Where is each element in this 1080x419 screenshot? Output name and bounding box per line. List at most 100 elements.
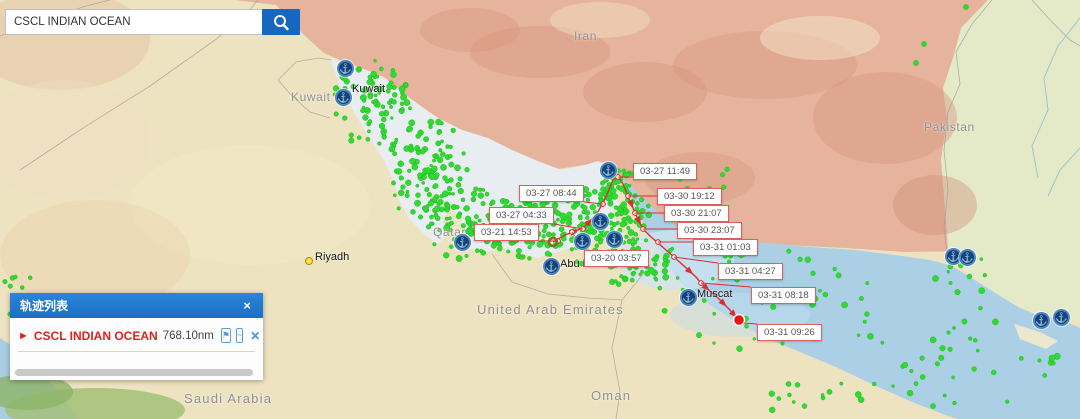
ship-dot[interactable]: [415, 133, 421, 139]
ship-dot[interactable]: [992, 318, 999, 326]
ship-dot[interactable]: [921, 41, 927, 47]
ship-dot[interactable]: [380, 104, 386, 109]
ship-dot[interactable]: [414, 199, 421, 207]
ship-dot[interactable]: [862, 319, 867, 324]
ship-dot[interactable]: [470, 190, 477, 197]
ship-dot[interactable]: [632, 239, 638, 245]
ship-dot[interactable]: [975, 348, 980, 353]
ship-dot[interactable]: [1037, 358, 1042, 363]
ship-dot[interactable]: [398, 85, 406, 93]
ship-dot[interactable]: [427, 200, 434, 207]
vessel-cluster-icon[interactable]: ⚓: [543, 258, 560, 275]
ship-dot[interactable]: [465, 220, 470, 225]
ship-dot[interactable]: [432, 242, 437, 247]
ship-dot[interactable]: [615, 220, 620, 225]
ship-dot[interactable]: [348, 137, 355, 144]
ship-dot[interactable]: [357, 66, 362, 71]
ship-dot[interactable]: [373, 59, 377, 63]
ship-dot[interactable]: [421, 181, 426, 185]
ship-dot[interactable]: [395, 168, 403, 175]
remove-track-icon[interactable]: ✕: [250, 328, 261, 343]
ship-dot[interactable]: [696, 332, 702, 338]
ship-dot[interactable]: [971, 366, 977, 372]
ship-dot[interactable]: [432, 153, 436, 158]
ship-dot[interactable]: [444, 216, 449, 221]
ship-dot[interactable]: [574, 259, 580, 265]
ship-dot[interactable]: [362, 114, 369, 121]
ship-dot[interactable]: [392, 92, 398, 98]
ship-dot[interactable]: [1042, 373, 1047, 378]
ship-dot[interactable]: [605, 196, 610, 201]
ship-dot[interactable]: [428, 221, 434, 227]
ship-dot[interactable]: [558, 226, 565, 232]
vessel-cluster-icon[interactable]: ⚓: [959, 249, 976, 266]
ship-dot[interactable]: [435, 118, 442, 126]
ship-dot[interactable]: [20, 285, 25, 290]
ship-dot[interactable]: [415, 150, 421, 156]
export-track-icon[interactable]: ⚑: [220, 328, 231, 343]
ship-dot[interactable]: [440, 164, 447, 171]
ship-dot[interactable]: [418, 214, 424, 220]
ship-dot[interactable]: [448, 177, 454, 183]
ship-dot[interactable]: [581, 204, 588, 211]
ship-dot[interactable]: [598, 239, 603, 245]
ship-dot[interactable]: [367, 93, 374, 100]
ship-dot[interactable]: [736, 345, 743, 352]
ship-dot[interactable]: [484, 191, 490, 197]
ship-dot[interactable]: [787, 392, 792, 398]
ship-dot[interactable]: [431, 196, 438, 203]
ship-dot[interactable]: [377, 91, 382, 95]
ship-dot[interactable]: [432, 158, 436, 163]
ship-dot[interactable]: [556, 217, 560, 222]
ship-dot[interactable]: [909, 369, 914, 374]
ship-dot[interactable]: [569, 247, 574, 252]
ship-dot[interactable]: [435, 215, 441, 221]
ship-dot[interactable]: [629, 277, 635, 283]
ship-dot[interactable]: [952, 400, 957, 406]
ship-dot[interactable]: [621, 168, 627, 174]
ship-dot[interactable]: [421, 174, 427, 180]
ship-dot[interactable]: [374, 85, 379, 90]
ship-dot[interactable]: [365, 136, 371, 142]
ship-dot[interactable]: [426, 224, 432, 230]
ship-dot[interactable]: [449, 220, 454, 226]
ship-dot[interactable]: [947, 346, 953, 352]
ship-dot[interactable]: [448, 153, 453, 159]
ship-dot[interactable]: [13, 274, 18, 280]
vessel-cluster-icon[interactable]: ⚓: [337, 60, 354, 77]
ship-dot[interactable]: [527, 256, 532, 261]
ship-dot[interactable]: [952, 326, 956, 330]
ship-dot[interactable]: [662, 257, 668, 263]
vessel-position-marker[interactable]: [732, 313, 746, 327]
ship-dot[interactable]: [443, 252, 450, 259]
ship-dot[interactable]: [457, 187, 464, 195]
ship-dot[interactable]: [477, 192, 484, 199]
ship-dot[interactable]: [391, 99, 397, 105]
vessel-cluster-icon[interactable]: ⚓: [574, 233, 591, 250]
ship-dot[interactable]: [626, 238, 633, 245]
ship-dot[interactable]: [578, 215, 583, 221]
ship-dot[interactable]: [397, 160, 404, 168]
ship-dot[interactable]: [839, 381, 844, 386]
ship-dot[interactable]: [454, 164, 461, 172]
ship-dot[interactable]: [939, 345, 946, 352]
vessel-cluster-icon[interactable]: ⚓: [1053, 309, 1070, 326]
ship-dot[interactable]: [662, 273, 670, 281]
track-playback-icon[interactable]: ~: [235, 328, 244, 343]
ship-dot[interactable]: [721, 184, 727, 190]
ship-dot[interactable]: [410, 209, 416, 215]
ship-dot[interactable]: [675, 276, 680, 280]
ship-dot[interactable]: [415, 183, 420, 188]
ship-dot[interactable]: [455, 255, 463, 262]
ship-dot[interactable]: [406, 125, 413, 133]
ship-dot[interactable]: [373, 98, 378, 103]
ship-dot[interactable]: [820, 393, 825, 397]
vessel-cluster-icon[interactable]: ⚓: [1033, 312, 1050, 329]
ship-dot[interactable]: [826, 389, 833, 395]
ship-dot[interactable]: [864, 311, 870, 317]
ship-dot[interactable]: [428, 124, 433, 130]
ship-dot[interactable]: [448, 161, 455, 168]
ship-dot[interactable]: [867, 332, 874, 340]
